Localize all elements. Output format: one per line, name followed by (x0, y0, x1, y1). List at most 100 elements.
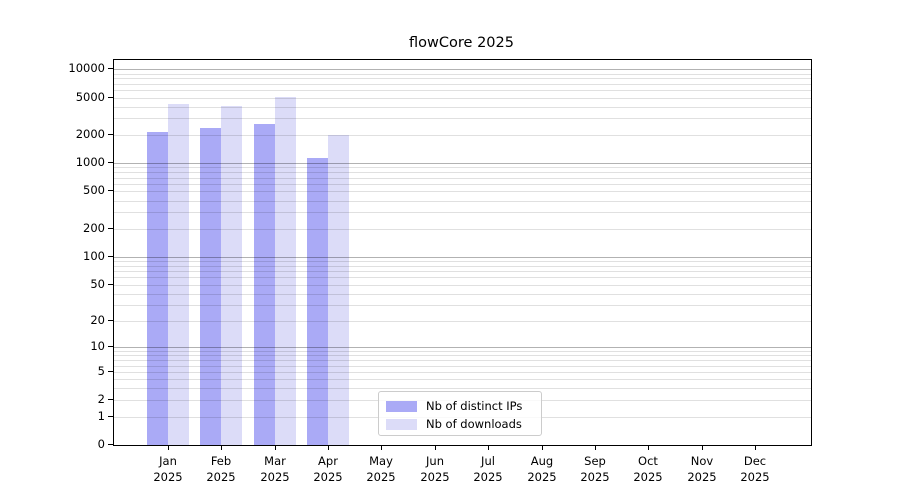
x-tick-label-year: 2025 (633, 470, 663, 484)
gridline-minor (114, 277, 811, 278)
y-tick-label: 200 (83, 221, 105, 235)
y-tick-mark (108, 416, 113, 417)
gridline-minor (114, 135, 811, 136)
x-tick-label-feb: Feb 2025 (191, 453, 251, 485)
y-tick-mark (108, 346, 113, 347)
gridline-minor (114, 191, 811, 192)
x-tick-label-mar: Mar 2025 (245, 453, 305, 485)
bar-apr-downloads (328, 135, 350, 445)
gridline-minor (114, 78, 811, 79)
x-tick-label-month: Jul (481, 454, 495, 468)
x-tick-label-jun: Jun 2025 (405, 453, 465, 485)
bar-jan-distinct-ips (147, 131, 168, 445)
gridline-minor (114, 266, 811, 267)
x-tick-label-year: 2025 (420, 470, 450, 484)
gridline-minor (114, 178, 811, 179)
gridline-minor (114, 388, 811, 389)
x-tick-mark (275, 445, 276, 450)
x-tick-mark (381, 445, 382, 450)
y-tick-mark (108, 399, 113, 400)
y-tick-mark (108, 134, 113, 135)
y-tick-label: 1 (97, 409, 105, 423)
y-tick-mark (108, 444, 113, 445)
x-tick-label-month: Dec (743, 454, 767, 468)
x-tick-label-month: Feb (210, 454, 232, 468)
gridline-minor (114, 229, 811, 230)
bar-jan-downloads (168, 103, 189, 445)
gridline-minor (114, 201, 811, 202)
y-tick-mark (108, 320, 113, 321)
y-tick-label: 10 (90, 339, 105, 353)
gridline-minor (114, 294, 811, 295)
gridline-minor (114, 98, 811, 99)
x-tick-label-nov: Nov 2025 (672, 453, 732, 485)
legend-label-downloads: Nb of downloads (426, 417, 522, 431)
x-tick-label-sep: Sep 2025 (565, 453, 625, 485)
gridline-minor (114, 107, 811, 108)
legend: Nb of distinct IPs Nb of downloads (378, 391, 542, 436)
x-tick-label-aug: Aug 2025 (512, 453, 572, 485)
y-tick-label: 0 (97, 437, 105, 451)
gridline-minor (114, 84, 811, 85)
x-tick-label-month: Aug (530, 454, 554, 468)
y-tick-label: 1000 (75, 155, 105, 169)
x-tick-label-month: May (369, 454, 393, 468)
x-tick-label-year: 2025 (153, 470, 183, 484)
gridline-minor (114, 74, 811, 75)
y-tick-label: 5 (97, 364, 105, 378)
gridline-minor (114, 305, 811, 306)
x-tick-label-year: 2025 (527, 470, 557, 484)
x-tick-mark (168, 445, 169, 450)
y-tick-mark (108, 97, 113, 98)
legend-label-distinct-ips: Nb of distinct IPs (426, 399, 523, 413)
y-tick-label: 20 (90, 313, 105, 327)
legend-item-distinct-ips: Nb of distinct IPs (386, 397, 534, 415)
y-tick-label: 100 (83, 249, 105, 263)
x-tick-label-dec: Dec 2025 (725, 453, 785, 485)
gridline-minor (114, 172, 811, 173)
x-tick-label-month: Jan (159, 454, 177, 468)
y-tick-mark (108, 190, 113, 191)
bar-feb-distinct-ips (200, 128, 222, 445)
gridline-minor (114, 285, 811, 286)
y-tick-mark (108, 371, 113, 372)
x-tick-label-apr: Apr 2025 (298, 453, 358, 485)
gridline-minor (114, 212, 811, 213)
x-tick-mark (435, 445, 436, 450)
gridline-minor (114, 355, 811, 356)
x-tick-label-month: Sep (584, 454, 606, 468)
gridline-minor (114, 118, 811, 119)
y-tick-label: 10000 (68, 61, 105, 75)
y-tick-label: 2000 (75, 127, 105, 141)
gridline-major (114, 347, 811, 348)
x-tick-label-year: 2025 (473, 470, 503, 484)
y-tick-mark (108, 256, 113, 257)
bar-mar-downloads (274, 96, 296, 445)
chart-title: flowCore 2025 (409, 35, 514, 51)
x-tick-label-year: 2025 (740, 470, 770, 484)
gridline-minor (114, 366, 811, 367)
x-tick-mark (542, 445, 543, 450)
x-tick-mark (595, 445, 596, 450)
bar-apr-distinct-ips (307, 157, 329, 445)
gridline-minor (114, 360, 811, 361)
x-tick-label-month: Oct (638, 454, 658, 468)
y-tick-label: 500 (83, 183, 105, 197)
x-tick-label-may: May 2025 (351, 453, 411, 485)
gridline-major (114, 69, 811, 70)
y-tick-label: 50 (90, 277, 105, 291)
y-tick-mark (108, 228, 113, 229)
gridline-minor (114, 184, 811, 185)
y-tick-mark (108, 68, 113, 69)
x-tick-label-month: Jun (426, 454, 444, 468)
gridline-minor (114, 351, 811, 352)
x-tick-mark (328, 445, 329, 450)
x-tick-label-oct: Oct 2025 (618, 453, 678, 485)
x-tick-label-year: 2025 (313, 470, 343, 484)
x-tick-label-jul: Jul 2025 (458, 453, 518, 485)
y-tick-label: 2 (97, 392, 105, 406)
bar-feb-downloads (221, 106, 243, 445)
x-tick-label-year: 2025 (260, 470, 290, 484)
gridline-minor (114, 372, 811, 373)
